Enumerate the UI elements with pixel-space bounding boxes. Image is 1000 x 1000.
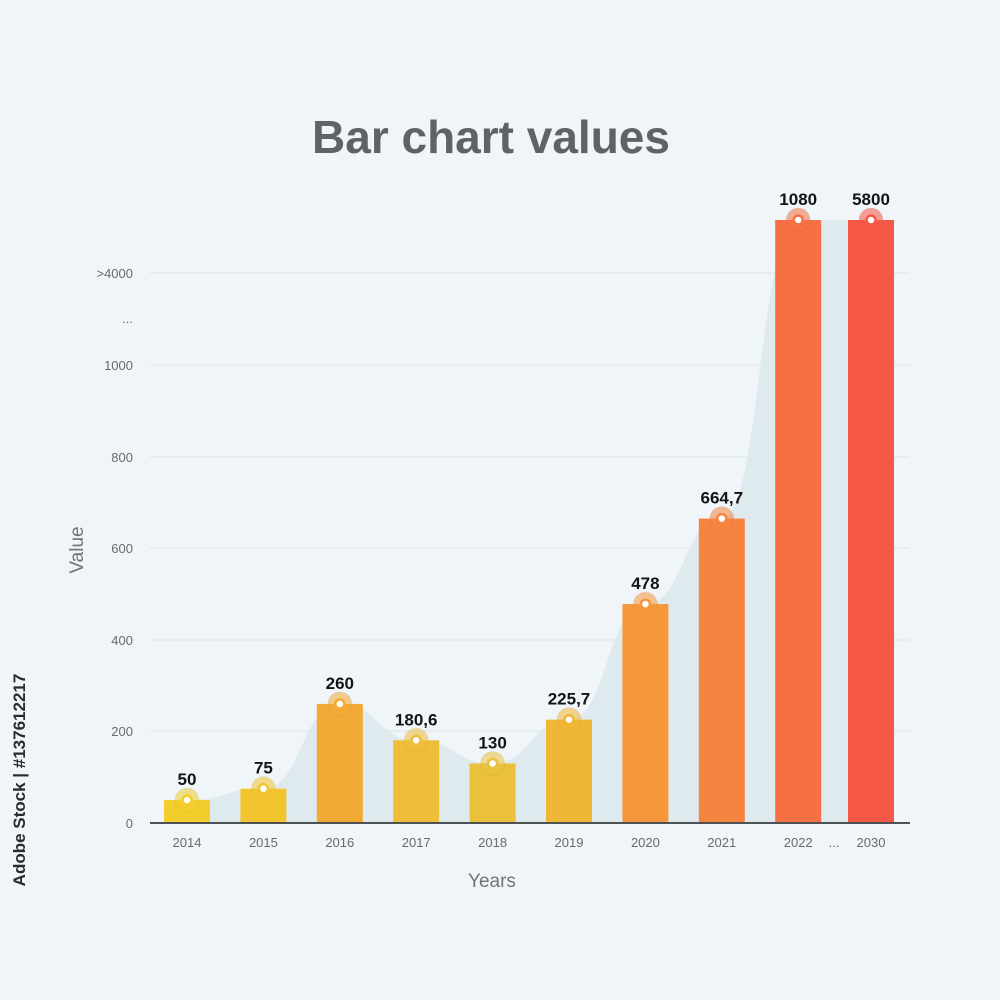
y-tick-label: 1000 [104,358,133,373]
data-label: 50 [178,770,197,789]
marker-point [410,734,422,747]
y-tick-label: 0 [126,816,133,831]
bar-2019 [546,719,592,823]
marker-point [257,782,270,795]
y-tick-label: >4000 [96,266,133,281]
x-tick-label: 2014 [173,835,202,850]
x-axis-break: ... [829,835,840,850]
x-axis-title: Years [468,871,516,892]
data-label: 1080 [779,190,817,209]
data-label: 130 [478,733,506,752]
y-axis-ticks: 0 200 400 600 800 1000... >4000 [96,266,133,831]
y-tick-label: ... [122,311,133,326]
marker-point [865,214,877,226]
y-tick-label: 400 [111,633,133,648]
bar-2021 [698,518,745,823]
x-tick-label: 2015 [249,835,278,850]
marker-point [563,713,575,726]
x-tick-label: 2016 [325,835,354,850]
bar-2017 [393,740,440,823]
marker-point [181,794,193,806]
x-tick-label: 2020 [631,835,660,850]
data-label: 75 [254,759,273,778]
bar-2030 [848,220,894,823]
x-tick-label: 2019 [555,835,584,850]
marker-point [639,598,652,610]
x-tick-label: 2017 [402,835,431,850]
bar-2022 [775,220,822,823]
y-axis-title: Value [67,526,88,573]
x-tick-label: 2018 [478,835,507,850]
stock-watermark-text: Adobe Stock | #137612217 [10,673,29,887]
y-tick-label: 200 [111,724,133,739]
x-tick-label: 2030 [857,835,886,850]
marker-point [716,512,728,525]
data-label: 478 [631,574,659,593]
trend-area [187,220,871,823]
x-tick-label: 2021 [707,835,736,850]
data-label: 664,7 [701,489,744,508]
data-label: 180,6 [395,710,438,729]
y-tick-label: 600 [111,541,133,556]
x-axis-ticks: 2014 2015 2016 2017 2018 2019 2020 2021 2022 2030… [173,835,886,850]
y-tick-label: 800 [111,450,133,465]
bar-2016 [316,703,363,823]
bars [164,220,894,823]
marker-point [334,698,346,710]
marker-point [486,757,499,770]
bar-2020 [622,604,669,823]
data-label: 260 [326,674,354,693]
chart-title: Bar chart values [312,111,670,163]
x-tick-label: 2022 [784,835,813,850]
data-labels: 50 75 260 180,6 130 225,7 478 664,7 1080 5800 [174,190,890,813]
data-label: 5800 [852,190,890,209]
trend-area-shape [187,220,871,823]
marker-point [792,214,804,226]
data-label: 225,7 [548,690,591,709]
